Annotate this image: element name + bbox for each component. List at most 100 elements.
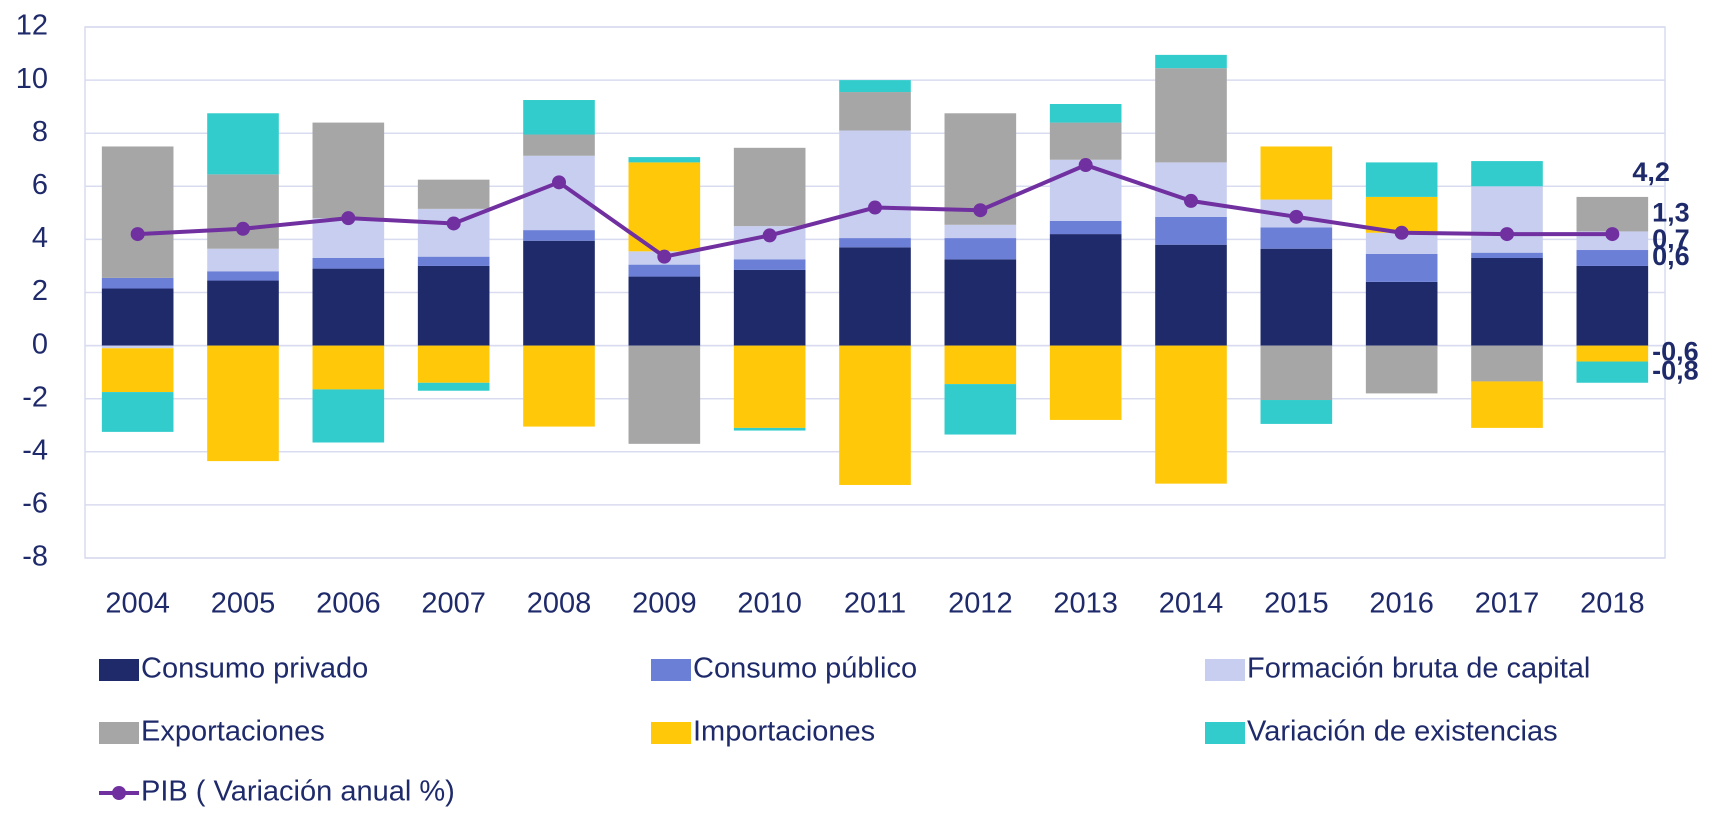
legend-swatch: [99, 722, 139, 744]
bar-segment: [207, 113, 279, 175]
y-tick-label: 4: [32, 222, 48, 254]
bar-segment: [1049, 345, 1122, 420]
data-label: 4,2: [1632, 157, 1670, 187]
x-tick-label: 2011: [844, 588, 906, 620]
bar-segment: [944, 384, 1017, 435]
bar-segment: [1260, 345, 1333, 401]
data-label: -0,8: [1652, 355, 1699, 385]
bar-segment: [944, 238, 1017, 260]
legend-label: Importaciones: [693, 716, 875, 748]
legend-swatch: [1205, 659, 1245, 681]
bar-segment: [1260, 227, 1333, 249]
bar-segment: [1365, 232, 1438, 255]
bar-segment: [1260, 146, 1333, 200]
bar-segment: [417, 265, 490, 346]
line-marker: [1078, 158, 1093, 173]
x-tick-label: 2007: [421, 588, 486, 620]
y-tick-label: 0: [32, 328, 48, 360]
data-label: 0,6: [1652, 241, 1690, 271]
line-marker: [236, 221, 250, 236]
data-label: 1,3: [1652, 197, 1690, 227]
line-marker: [1605, 227, 1620, 242]
bar-segment: [207, 271, 279, 281]
legend-label: Consumo público: [693, 653, 917, 685]
line-marker: [446, 216, 461, 231]
bar-segment: [733, 147, 806, 227]
x-tick-label: 2016: [1369, 588, 1434, 620]
line-marker: [1500, 227, 1514, 242]
x-tick-label: 2012: [948, 588, 1013, 620]
line-marker: [1184, 193, 1198, 208]
bar-segment: [1049, 220, 1122, 235]
bar-segment: [839, 80, 911, 93]
bar-segment: [1155, 345, 1227, 484]
bar-segment: [101, 345, 174, 349]
line-marker: [1394, 225, 1409, 240]
bar-segment: [417, 382, 490, 391]
legend-swatch: [651, 722, 691, 744]
line-marker: [130, 227, 145, 242]
bar-segment: [944, 345, 1017, 385]
bar-segment: [101, 146, 174, 278]
bar-segment: [1576, 361, 1649, 383]
bar-segment: [1471, 186, 1543, 253]
bar-segment: [1155, 68, 1227, 163]
bar-segment: [628, 345, 701, 444]
bar-segment: [1365, 345, 1438, 394]
bar-segment: [733, 427, 806, 431]
bar-segment: [417, 345, 490, 383]
bar-segment: [1576, 250, 1649, 266]
bar-segment: [101, 348, 174, 393]
bar-segment: [417, 179, 490, 209]
bar-segment: [312, 268, 385, 346]
bar-segment: [1471, 252, 1543, 258]
bar-segment: [944, 259, 1017, 346]
bar-segment: [628, 264, 701, 277]
y-tick-label: 6: [32, 169, 48, 201]
bar-segment: [1049, 103, 1122, 123]
bar-segment: [944, 224, 1017, 239]
y-tick-label: -6: [22, 488, 48, 520]
bar-segment: [1471, 257, 1543, 346]
bar-segment: [839, 345, 911, 485]
line-marker: [973, 203, 988, 218]
bar-segment: [523, 240, 595, 346]
x-tick-label: 2015: [1264, 588, 1329, 620]
bar-segment: [1049, 234, 1122, 346]
x-tick-label: 2013: [1053, 588, 1118, 620]
x-tick-label: 2010: [737, 588, 802, 620]
bar-segment: [312, 257, 385, 269]
bar-segment: [1576, 265, 1649, 346]
bar-segment: [1155, 216, 1227, 245]
bar-segment: [839, 238, 911, 248]
bar-segment: [1155, 244, 1227, 346]
bar-segment: [1576, 345, 1649, 362]
y-tick-label: 12: [16, 10, 48, 42]
data-label: 0,7: [1652, 224, 1690, 254]
bar-segment: [417, 256, 490, 266]
bar-segment: [628, 276, 701, 346]
legend-swatch: [1205, 722, 1245, 744]
line-marker: [341, 211, 356, 226]
bar-segment: [523, 345, 595, 427]
x-tick-label: 2017: [1475, 588, 1540, 620]
bar-segment: [1155, 54, 1227, 69]
bar-segment: [207, 280, 279, 346]
bar-segment: [1365, 254, 1438, 282]
bar-segment: [312, 122, 385, 219]
y-tick-label: -4: [22, 434, 48, 466]
bar-segment: [1471, 161, 1543, 187]
bar-segment: [312, 389, 385, 443]
x-tick-label: 2006: [316, 588, 381, 620]
bar-segment: [1155, 162, 1227, 217]
legend-label: Consumo privado: [141, 653, 368, 685]
bar-segment: [1365, 162, 1438, 197]
legend-swatch: [651, 659, 691, 681]
bar-segment: [1471, 381, 1543, 428]
x-tick-label: 2005: [211, 588, 276, 620]
bar-segment: [839, 92, 911, 131]
bar-segment: [101, 392, 174, 432]
y-tick-label: 8: [32, 116, 48, 148]
y-tick-label: -2: [22, 381, 48, 413]
